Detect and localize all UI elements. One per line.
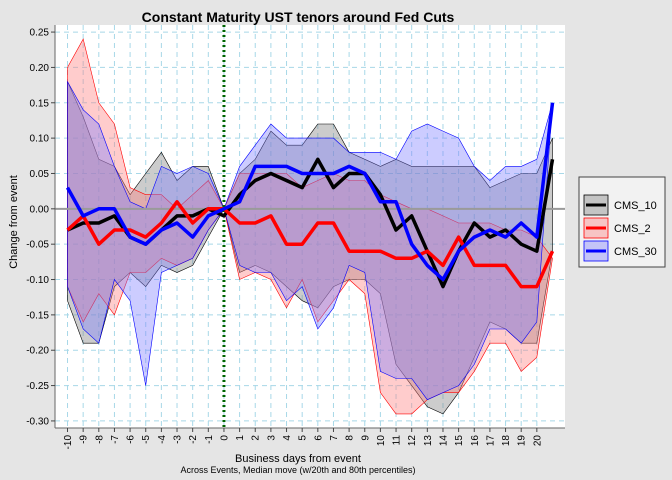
x-tick-label: 9 — [360, 435, 371, 441]
x-tick-label: 4 — [282, 435, 293, 441]
x-tick-label: 19 — [517, 435, 528, 447]
chart-caption: Across Events, Median move (w/20th and 8… — [180, 465, 415, 475]
x-tick-label: -4 — [157, 435, 168, 444]
y-tick-label: -0.20 — [26, 346, 49, 357]
x-tick-label: -3 — [173, 435, 184, 444]
y-tick-label: -0.05 — [26, 240, 49, 251]
x-tick-label: 6 — [313, 435, 324, 441]
line-cms_30 — [65, 102, 555, 282]
legend-label-cms_10: CMS_10 — [614, 200, 657, 212]
reference-lines — [55, 25, 565, 428]
legend-label-cms_2: CMS_2 — [614, 223, 651, 235]
y-tick-label: 0.15 — [30, 98, 50, 109]
x-tick-label: 18 — [501, 435, 512, 447]
x-tick-label: -5 — [141, 435, 152, 444]
legend: CMS_10 CMS_2 CMS_30 — [578, 176, 666, 268]
y-tick-label: -0.10 — [26, 275, 49, 286]
x-tick-label: 10 — [376, 435, 387, 447]
y-axis-label: Change from event — [8, 175, 20, 269]
x-tick-label: 20 — [532, 435, 543, 447]
x-tick-label: 5 — [298, 435, 309, 441]
y-tick-label: 0.20 — [30, 63, 50, 74]
x-tick-label: -1 — [204, 435, 215, 444]
x-axis-label: Business days from event — [235, 453, 361, 465]
line-cms_2 — [66, 200, 555, 289]
percentile-bands — [67, 38, 553, 415]
x-tick-label: 8 — [345, 435, 356, 441]
y-tick-label: -0.30 — [26, 416, 49, 427]
x-tick-label: -8 — [94, 435, 105, 444]
y-tick-label: -0.25 — [26, 381, 49, 392]
x-tick-label: -9 — [79, 435, 90, 444]
y-tick-label: -0.15 — [26, 310, 49, 321]
median-lines — [65, 102, 555, 289]
y-tick-label: 0.10 — [30, 134, 50, 145]
y-tick-label: 0.00 — [30, 204, 50, 215]
x-tick-label: 3 — [266, 435, 277, 441]
x-axis: -10 -9 -8 -7 -6 -5 -4 -3 -2 -1 0 1 2 3 4 5 6 7 8 9 10 11 12 13 1… — [55, 427, 565, 450]
x-tick-label: 15 — [454, 435, 465, 447]
x-tick-label: 11 — [392, 435, 403, 446]
chart-title: Constant Maturity UST tenors around Fed … — [142, 9, 455, 25]
x-tick-label: 16 — [470, 435, 481, 447]
legend-label-cms_30: CMS_30 — [614, 246, 657, 258]
x-tick-label: -10 — [63, 435, 74, 450]
x-tick-label: -2 — [188, 435, 199, 444]
x-tick-label: 2 — [251, 435, 262, 441]
x-tick-label: 12 — [407, 435, 418, 447]
y-tick-label: 0.05 — [30, 169, 50, 180]
x-tick-label: 7 — [329, 435, 340, 441]
y-axis: -0.30 -0.25 -0.20 -0.15 -0.10 -0.05 0.00 0.05 0.… — [26, 25, 56, 428]
x-tick-label: 0 — [220, 435, 231, 441]
x-tick-label: 17 — [485, 435, 496, 447]
y-tick-label: 0.25 — [30, 28, 50, 39]
x-tick-label: -6 — [126, 435, 137, 444]
x-tick-label: 14 — [439, 435, 450, 447]
x-tick-label: 1 — [235, 435, 246, 441]
x-tick-label: 13 — [423, 435, 434, 447]
x-tick-label: -7 — [110, 435, 121, 444]
